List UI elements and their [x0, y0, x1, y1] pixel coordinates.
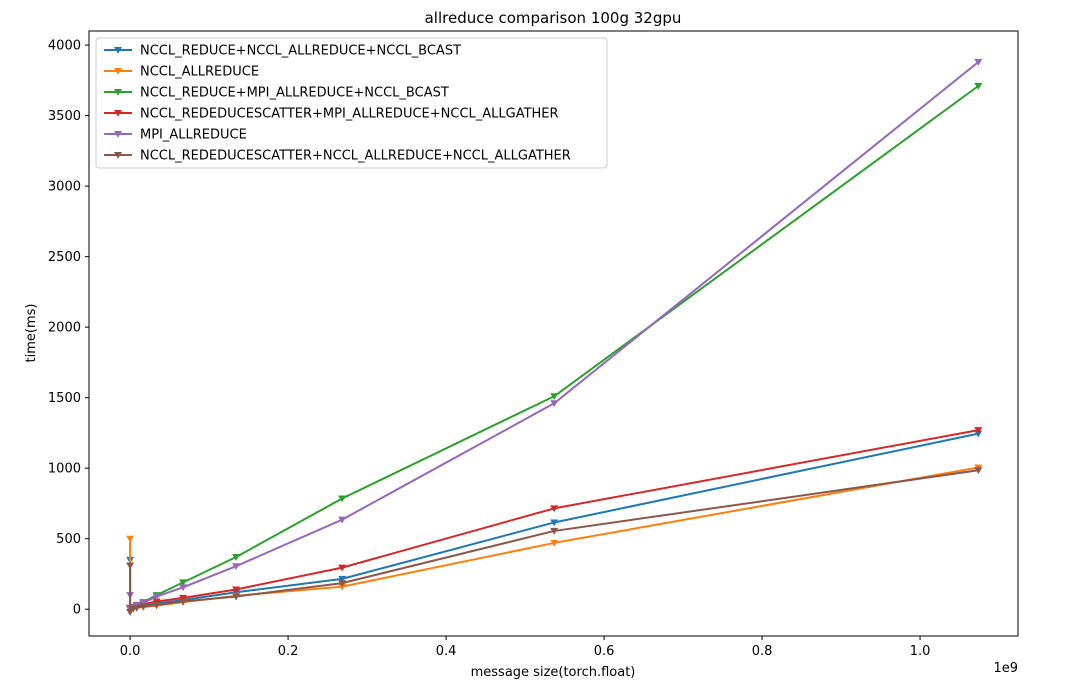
x-tick-label: 0.8: [752, 644, 773, 659]
data-point-marker: [232, 563, 241, 570]
data-point-marker: [974, 430, 983, 438]
data-point-marker: [152, 593, 161, 601]
data-point-marker: [132, 604, 141, 612]
data-point-marker: [179, 594, 188, 602]
data-point-marker: [338, 516, 347, 524]
y-tick-label: 2000: [48, 321, 81, 336]
data-point-marker: [974, 83, 983, 90]
x-axis-offset-label: 1e9: [993, 661, 1018, 676]
data-point-marker: [179, 579, 188, 587]
plot-frame: [88, 30, 1019, 637]
legend-swatch-marker: [114, 89, 122, 96]
legend-swatch-marker: [114, 131, 122, 138]
data-point-marker: [126, 562, 135, 570]
data-point-marker: [550, 400, 559, 408]
x-axis: 0.0 0.2 0.4 0.6 0.8 1.0: [120, 636, 931, 659]
data-point-marker: [550, 505, 559, 513]
legend-label: NCCL_REDUCE+MPI_ALLREDUCE+NCCL_BCAST: [140, 86, 449, 101]
y-tick-label: 4000: [48, 39, 81, 54]
data-point-marker: [179, 584, 188, 592]
legend: NCCL_REDUCE+NCCL_ALLREDUCE+NCCL_BCAST NCC…: [95, 37, 608, 169]
legend-label: NCCL_REDEDUCESCATTER+MPI_ALLREDUCE+NCCL_…: [140, 107, 559, 122]
x-tick-label: 0.0: [120, 644, 141, 659]
x-tick-label: 0.2: [278, 644, 299, 659]
data-point-marker: [126, 609, 135, 616]
y-tick-label: 3000: [48, 180, 81, 195]
legend-label: NCCL_ALLREDUCE: [140, 65, 259, 80]
legend-swatch-marker: [114, 68, 122, 75]
data-point-marker: [974, 427, 983, 434]
chart-title: allreduce comparison 100g 32gpu: [425, 9, 682, 27]
x-axis-label: message size(torch.float): [471, 665, 636, 680]
y-tick-label: 2500: [48, 250, 81, 265]
data-point-marker: [152, 601, 161, 609]
data-point-marker: [974, 59, 983, 66]
legend-item: NCCL_ALLREDUCE: [104, 65, 259, 80]
legend-box: [95, 37, 608, 169]
series-group: [126, 467, 983, 616]
data-point-marker: [179, 598, 188, 606]
data-point-marker: [232, 554, 241, 561]
data-point-marker: [338, 575, 347, 583]
legend-item: NCCL_REDUCE+NCCL_ALLREDUCE+NCCL_BCAST: [104, 44, 461, 59]
y-tick-label: 3500: [48, 109, 81, 124]
data-point-marker: [139, 599, 148, 607]
data-point-marker: [338, 495, 347, 503]
legend-item: NCCL_REDEDUCESCATTER+MPI_ALLREDUCE+NCCL_…: [104, 107, 559, 122]
legend-swatch-marker: [114, 152, 122, 159]
series-layer: [126, 59, 983, 616]
legend-item: MPI_ALLREDUCE: [104, 128, 247, 143]
legend-item: NCCL_REDEDUCESCATTER+NCCL_ALLREDUCE+NCCL…: [104, 149, 571, 164]
data-point-marker: [550, 527, 559, 535]
data-point-marker: [232, 593, 241, 601]
data-point-marker: [126, 535, 135, 543]
data-point-marker: [550, 393, 559, 401]
data-point-marker: [338, 583, 347, 591]
y-axis-label: time(ms): [24, 304, 39, 363]
data-point-marker: [974, 467, 983, 475]
x-tick-label: 1.0: [910, 644, 931, 659]
x-tick-label: 0.6: [594, 644, 615, 659]
data-point-marker: [338, 564, 347, 572]
y-tick-label: 0: [73, 603, 81, 618]
y-tick-label: 1500: [48, 391, 81, 406]
legend-item: NCCL_REDUCE+MPI_ALLREDUCE+NCCL_BCAST: [104, 86, 449, 101]
legend-swatch-marker: [114, 47, 122, 54]
data-point-marker: [550, 519, 559, 527]
data-point-marker: [550, 539, 559, 547]
legend-label: MPI_ALLREDUCE: [140, 128, 247, 143]
legend-swatch-marker: [114, 110, 122, 117]
data-point-marker: [232, 586, 241, 594]
legend-label: NCCL_REDEDUCESCATTER+NCCL_ALLREDUCE+NCCL…: [140, 149, 571, 164]
y-axis: 0 500 1000 1500 2000 2500 3000 3500 4000: [48, 39, 89, 618]
y-tick-label: 1000: [48, 462, 81, 477]
legend-label: NCCL_REDUCE+NCCL_ALLREDUCE+NCCL_BCAST: [140, 44, 461, 59]
data-point-marker: [139, 603, 148, 611]
y-tick-label: 500: [56, 532, 81, 547]
data-point-marker: [152, 598, 161, 606]
x-tick-label: 0.4: [436, 644, 457, 659]
data-point-marker: [338, 580, 347, 587]
